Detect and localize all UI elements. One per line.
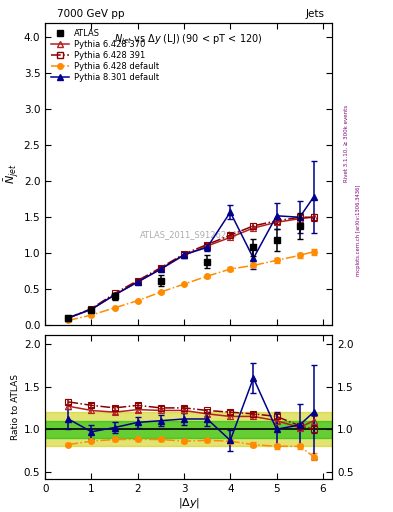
- Y-axis label: $\bar{N}_{jet}$: $\bar{N}_{jet}$: [2, 164, 21, 184]
- Text: mcplots.cern.ch [arXiv:1306.3436]: mcplots.cern.ch [arXiv:1306.3436]: [356, 185, 361, 276]
- Legend: ATLAS, Pythia 6.428 370, Pythia 6.428 391, Pythia 6.428 default, Pythia 8.301 de: ATLAS, Pythia 6.428 370, Pythia 6.428 39…: [50, 27, 160, 84]
- Text: Rivet 3.1.10, ≥ 300k events: Rivet 3.1.10, ≥ 300k events: [344, 105, 349, 182]
- Text: $N_{jet}$ vs $\Delta y$ (LJ) (90 < pT < 120): $N_{jet}$ vs $\Delta y$ (LJ) (90 < pT < …: [114, 32, 263, 47]
- Text: ATLAS_2011_S9126244: ATLAS_2011_S9126244: [140, 230, 237, 239]
- Text: 7000 GeV pp: 7000 GeV pp: [57, 9, 125, 19]
- Bar: [45, 412, 332, 446]
- X-axis label: $|\Delta y|$: $|\Delta y|$: [178, 496, 200, 510]
- Text: Jets: Jets: [305, 9, 324, 19]
- Bar: [45, 421, 332, 438]
- Y-axis label: Ratio to ATLAS: Ratio to ATLAS: [11, 374, 20, 440]
